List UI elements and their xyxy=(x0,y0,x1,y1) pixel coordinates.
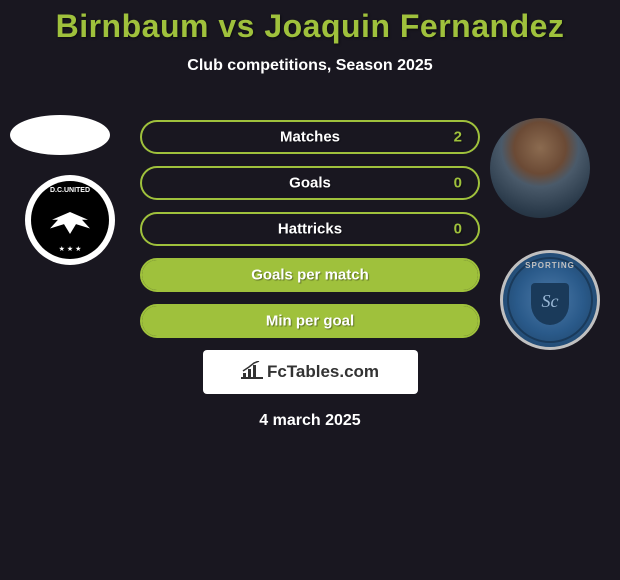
branding-text: FcTables.com xyxy=(267,362,379,382)
club-left-logo: ★ ★ ★ xyxy=(25,175,115,265)
stat-label: Min per goal xyxy=(142,313,478,330)
stat-label: Goals per match xyxy=(142,267,478,284)
stat-value: 2 xyxy=(454,129,462,146)
stat-bars: Matches 2 Goals 0 Hattricks 0 Goals per … xyxy=(140,110,480,338)
branding-badge: FcTables.com xyxy=(203,350,418,394)
player-left-avatar-placeholder xyxy=(10,115,110,155)
stat-bar-goals-per-match: Goals per match xyxy=(140,258,480,292)
chart-icon xyxy=(241,361,263,384)
comparison-title: Birnbaum vs Joaquin Fernandez xyxy=(0,0,620,45)
stat-label: Hattricks xyxy=(142,221,478,238)
date-text: 4 march 2025 xyxy=(0,412,620,430)
stat-value: 0 xyxy=(454,175,462,192)
stat-label: Goals xyxy=(142,175,478,192)
stat-value: 0 xyxy=(454,221,462,238)
stat-bar-matches: Matches 2 xyxy=(140,120,480,154)
comparison-subtitle: Club competitions, Season 2025 xyxy=(0,57,620,75)
stat-label: Matches xyxy=(142,129,478,146)
club-right-logo: SPORTING xyxy=(500,250,600,350)
stat-bar-goals: Goals 0 xyxy=(140,166,480,200)
stat-bar-hattricks: Hattricks 0 xyxy=(140,212,480,246)
content-area: ★ ★ ★ SPORTING Matches 2 Goals 0 Hattric… xyxy=(0,110,620,430)
stat-bar-min-per-goal: Min per goal xyxy=(140,304,480,338)
player-right-avatar xyxy=(490,118,590,218)
